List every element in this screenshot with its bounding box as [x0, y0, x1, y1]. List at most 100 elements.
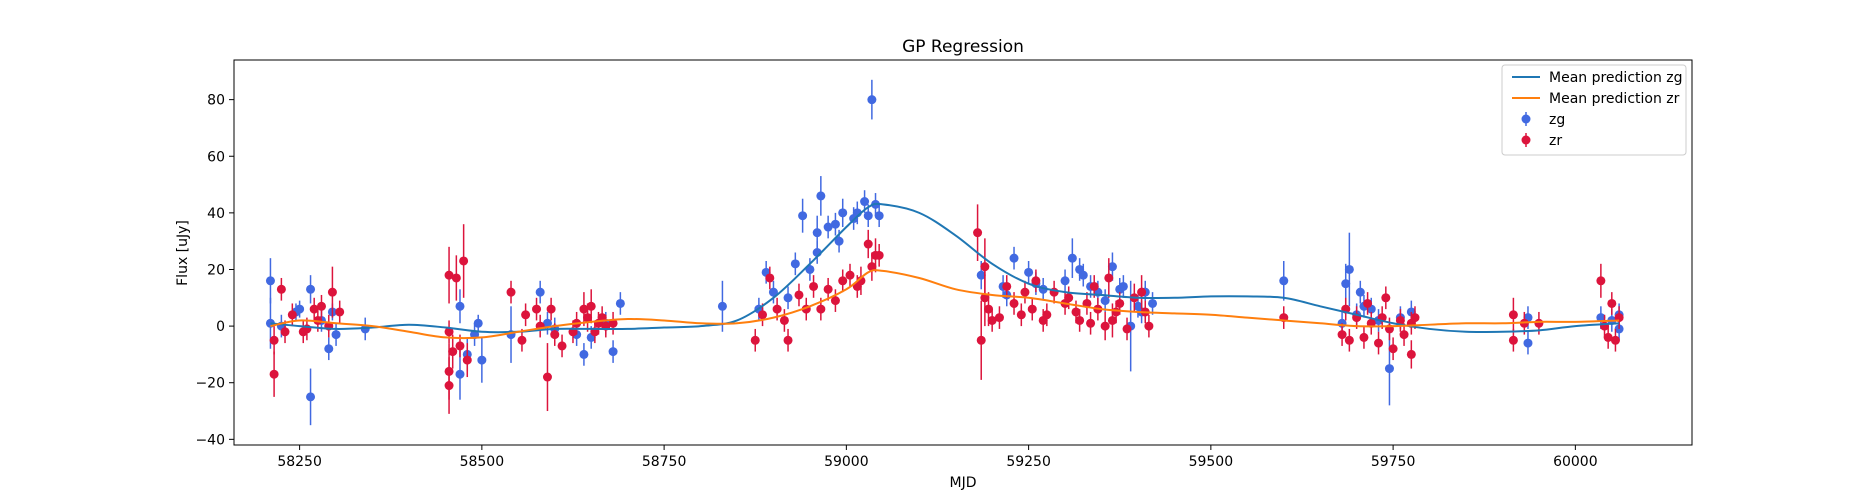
data-point-zg-33 — [790, 252, 800, 276]
data-point-zr-30 — [557, 334, 567, 358]
series-zg — [265, 79, 1624, 426]
line-mean-prediction-zr — [270, 269, 1620, 340]
point-marker — [987, 315, 997, 325]
data-point-zr-17 — [448, 334, 458, 369]
data-point-zr-95 — [1279, 306, 1289, 329]
x-tick-label: 58500 — [460, 454, 505, 470]
point-marker — [295, 304, 305, 314]
point-marker — [608, 347, 618, 357]
data-point-zr-47 — [794, 283, 804, 307]
data-point-zg-5 — [306, 275, 316, 304]
point-marker — [768, 287, 778, 297]
y-tick-label: −40 — [195, 432, 225, 448]
point-marker — [1344, 335, 1354, 345]
point-marker — [1607, 298, 1617, 308]
point-marker — [1523, 338, 1533, 348]
data-point-zr-64 — [980, 269, 990, 327]
data-point-zr-2 — [276, 277, 286, 301]
data-point-zr-52 — [830, 289, 840, 312]
point-marker — [542, 318, 552, 328]
data-point-zg-60 — [1078, 263, 1088, 287]
point-marker — [1002, 281, 1012, 291]
point-marker — [838, 208, 848, 218]
data-point-zg-63 — [1100, 289, 1110, 312]
data-point-zr-9 — [316, 294, 326, 318]
point-marker — [1042, 310, 1052, 320]
data-point-zr-68 — [1002, 275, 1012, 298]
point-marker — [1406, 349, 1416, 359]
data-point-zr-86 — [1104, 258, 1114, 298]
point-marker — [1395, 315, 1405, 325]
data-point-zg-85 — [1523, 331, 1533, 355]
data-point-zg-81 — [1384, 331, 1394, 406]
data-point-zg-40 — [830, 212, 840, 236]
x-tick-label: 59500 — [1189, 454, 1234, 470]
data-point-zr-11 — [327, 266, 337, 318]
x-tick-label: 59000 — [824, 454, 869, 470]
data-point-zr-45 — [779, 309, 789, 332]
point-marker — [874, 211, 884, 221]
point-marker — [1118, 281, 1128, 291]
data-point-zr-70 — [1016, 303, 1026, 327]
data-point-zg-37 — [812, 215, 822, 250]
data-point-zr-7 — [309, 297, 319, 321]
data-point-zg-20 — [542, 311, 552, 335]
point-marker — [455, 369, 465, 379]
point-marker — [1137, 287, 1147, 297]
point-marker — [783, 293, 793, 303]
data-point-zg-71 — [1148, 292, 1158, 315]
y-tick-label: 40 — [207, 206, 225, 222]
x-axis: 58250 58500 58750 59000 59250 59500 59750 60000 — [277, 445, 1598, 470]
legend-label: Mean prediction zr — [1549, 91, 1680, 107]
point-marker — [1410, 313, 1420, 323]
point-marker — [287, 310, 297, 320]
point-marker — [280, 327, 290, 337]
data-point-zr-107 — [1388, 337, 1398, 361]
data-point-zg-10 — [331, 323, 341, 346]
data-point-zr-25 — [532, 297, 542, 321]
point-marker — [1009, 253, 1019, 263]
x-axis-label: MJD — [950, 475, 977, 491]
point-marker — [1388, 344, 1398, 354]
data-point-zg-75 — [1344, 232, 1354, 307]
data-point-zr-75 — [1042, 303, 1052, 327]
data-point-zr-33 — [579, 292, 589, 327]
y-tick-label: 60 — [207, 149, 225, 165]
point-marker — [444, 381, 454, 391]
point-marker — [980, 293, 990, 303]
point-marker — [506, 287, 516, 297]
data-point-zg-42 — [838, 198, 848, 228]
data-point-zr-1 — [269, 326, 279, 355]
point-marker — [758, 310, 768, 320]
y-tick-label: 0 — [216, 319, 225, 335]
point-marker — [794, 290, 804, 300]
chart-title: GP Regression — [902, 37, 1024, 57]
point-marker — [462, 355, 472, 365]
data-point-zg-8 — [324, 337, 334, 361]
legend: Mean prediction zg Mean prediction zr zg zr — [1501, 64, 1687, 156]
x-tick-label: 58750 — [642, 454, 687, 470]
data-point-zg-53 — [1009, 246, 1019, 270]
point-marker — [863, 211, 873, 221]
plot-frame — [233, 59, 1693, 446]
point-marker — [316, 301, 326, 311]
point-marker — [335, 307, 345, 317]
point-marker — [269, 335, 279, 345]
point-marker — [860, 197, 870, 207]
data-point-zr-46 — [783, 328, 793, 352]
point-marker — [834, 236, 844, 246]
legend-entry-mean-prediction-zr: Mean prediction zr — [1512, 91, 1680, 107]
data-point-zg-49 — [874, 204, 884, 228]
data-point-zg-39 — [823, 215, 833, 239]
point-marker — [579, 304, 589, 314]
point-marker — [517, 335, 527, 345]
data-point-zr-51 — [823, 277, 833, 301]
point-marker — [783, 335, 793, 345]
point-marker — [1100, 321, 1110, 331]
point-marker — [1027, 304, 1037, 314]
point-marker — [542, 372, 552, 382]
point-marker — [1104, 273, 1114, 283]
data-point-zg-32 — [783, 286, 793, 310]
data-point-zr-42 — [758, 303, 768, 327]
point-marker — [265, 276, 275, 286]
